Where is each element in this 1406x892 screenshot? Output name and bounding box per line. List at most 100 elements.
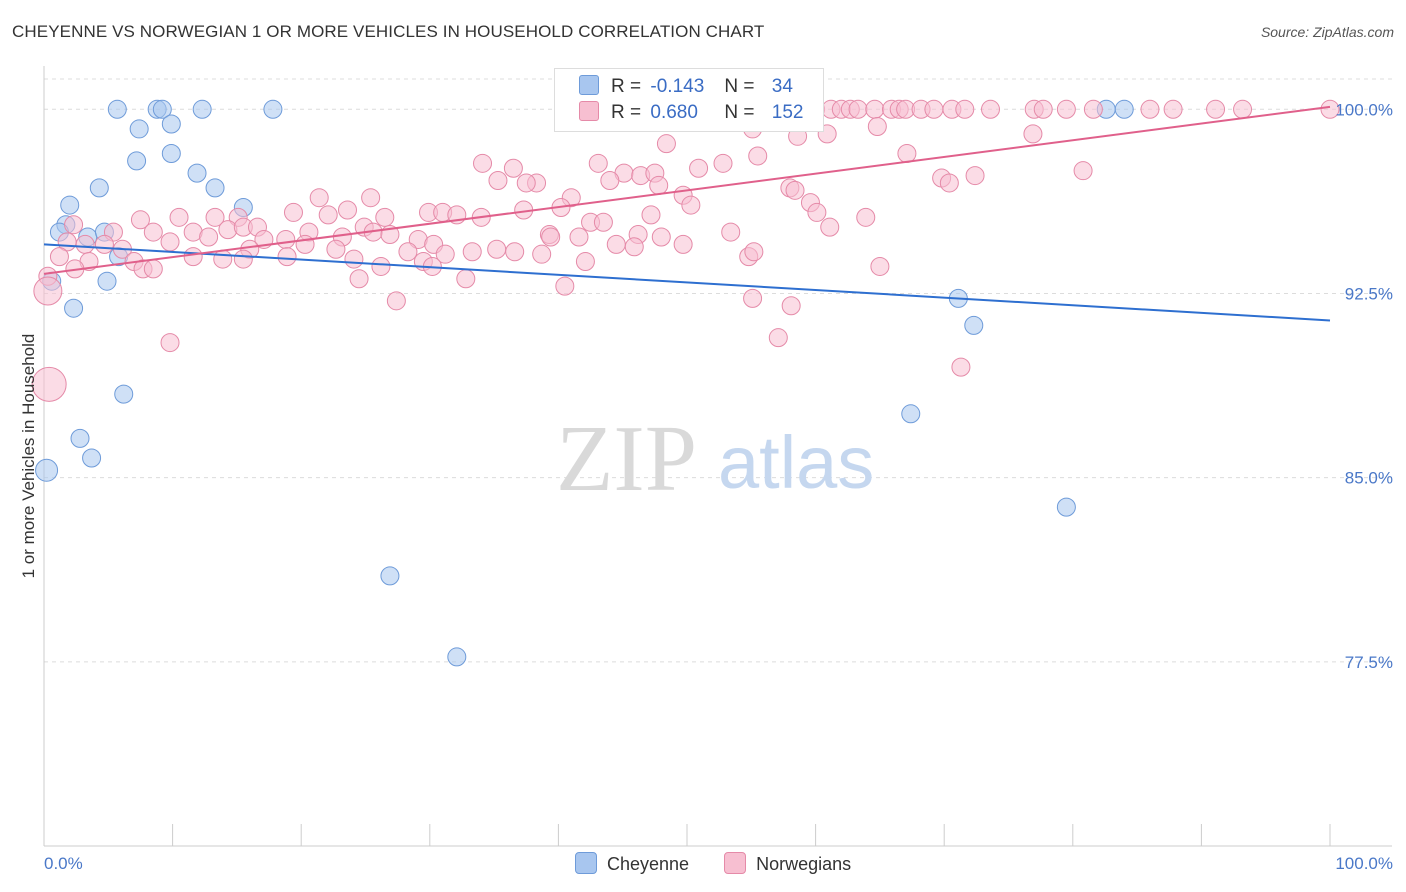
legend-n-label: N = xyxy=(724,76,755,97)
norwegians-point xyxy=(31,366,67,402)
cheyenne-point xyxy=(70,428,90,448)
cheyenne-point xyxy=(187,163,207,183)
cheyenne-trend-line xyxy=(43,243,1331,322)
cheyenne-point xyxy=(380,566,400,586)
norwegians-point xyxy=(1033,99,1053,119)
y-axis-title: 1 or more Vehicles in Household xyxy=(19,334,38,579)
legend-n-value: 152 xyxy=(771,102,804,123)
norwegians-point xyxy=(398,242,418,262)
watermark-zip: ZIP xyxy=(556,407,697,511)
norwegians-point xyxy=(361,188,381,208)
norwegians-point xyxy=(939,173,959,193)
norwegians-point xyxy=(516,173,536,193)
legend-n-label: N = xyxy=(724,102,755,123)
norwegians-point xyxy=(283,202,303,222)
norwegians-point xyxy=(1140,99,1160,119)
norwegians-point xyxy=(64,215,84,235)
norwegians-point xyxy=(649,175,669,195)
norwegians-point xyxy=(588,153,608,173)
legend-r-value: 0.680 xyxy=(650,102,698,123)
norwegians-point xyxy=(371,256,391,276)
cheyenne-point xyxy=(89,178,109,198)
legend-label-cheyenne: Cheyenne xyxy=(607,854,690,874)
cheyenne-point xyxy=(64,298,84,318)
norwegians-point xyxy=(624,237,644,257)
norwegians-point xyxy=(641,205,661,225)
norwegians-point xyxy=(505,242,525,262)
norwegians-point xyxy=(870,256,890,276)
norwegians-point xyxy=(326,239,346,259)
cheyenne-point xyxy=(901,404,921,424)
trend-lines xyxy=(43,105,1331,322)
norwegians-point xyxy=(456,269,476,289)
norwegians-point xyxy=(1163,99,1183,119)
y-tick-label: 77.5% xyxy=(1345,653,1393,672)
y-tick-label: 92.5% xyxy=(1345,284,1393,303)
norwegians-point xyxy=(344,249,364,269)
norwegians-point xyxy=(867,116,887,136)
norwegians-point xyxy=(183,247,203,267)
cheyenne-point xyxy=(127,151,147,171)
norwegians-point xyxy=(785,180,805,200)
y-tick-label: 85.0% xyxy=(1345,469,1393,488)
norwegians-point xyxy=(721,222,741,242)
cheyenne-point xyxy=(205,178,225,198)
norwegians-point xyxy=(606,234,626,254)
cheyenne-point xyxy=(964,315,984,335)
norwegians-point xyxy=(656,134,676,154)
norwegians-point xyxy=(160,232,180,252)
cheyenne-point xyxy=(161,114,181,134)
cheyenne-point xyxy=(447,647,467,667)
norwegians-point xyxy=(1056,99,1076,119)
norwegians-point xyxy=(33,276,63,306)
norwegians-point xyxy=(865,99,885,119)
norwegians-point xyxy=(651,227,671,247)
norwegians-point xyxy=(349,269,369,289)
norwegians-point xyxy=(143,222,163,242)
norwegians-point xyxy=(94,234,114,254)
norwegians-point xyxy=(503,158,523,178)
cheyenne-point xyxy=(97,271,117,291)
norwegians-point xyxy=(713,153,733,173)
legend-swatch-cheyenne xyxy=(575,852,597,874)
norwegians-point xyxy=(462,242,482,262)
norwegians-point xyxy=(49,247,69,267)
norwegians-point xyxy=(555,276,575,296)
legend-row-norwegians: R = 0.680 N = 152 xyxy=(579,101,803,125)
legend-swatch-norwegians xyxy=(724,852,747,874)
norwegians-point xyxy=(681,195,701,215)
legend-r-value: -0.143 xyxy=(650,76,705,97)
norwegians-point xyxy=(897,143,917,163)
norwegians-point xyxy=(205,207,225,227)
norwegians-point xyxy=(856,207,876,227)
norwegians-point xyxy=(1073,161,1093,181)
norwegians-point xyxy=(1083,99,1103,119)
norwegians-point xyxy=(532,244,552,264)
norwegians-point xyxy=(277,247,297,267)
norwegians-point xyxy=(473,153,493,173)
norwegians-point xyxy=(955,99,975,119)
norwegians-point xyxy=(924,99,944,119)
cheyenne-point xyxy=(107,99,127,119)
norwegians-point xyxy=(130,210,150,230)
norwegians-point xyxy=(199,227,219,247)
cheyenne-point xyxy=(114,384,134,404)
norwegians-point xyxy=(309,188,329,208)
norwegians-point xyxy=(673,234,693,254)
norwegians-point xyxy=(743,288,763,308)
norwegians-point xyxy=(318,205,338,225)
norwegians-point xyxy=(744,242,764,262)
cheyenne-point xyxy=(129,119,149,139)
legend-label-norwegians: Norwegians xyxy=(756,854,852,874)
legend-swatch-norwegians xyxy=(579,101,599,121)
legend-row-cheyenne: R = -0.143 N = 34 xyxy=(579,75,793,99)
norwegians-point xyxy=(569,227,589,247)
norwegians-point xyxy=(1023,124,1043,144)
norwegians-point xyxy=(276,229,296,249)
cheyenne-point xyxy=(82,448,102,468)
norwegians-point xyxy=(575,252,595,272)
legend-item-norwegians: Norwegians xyxy=(724,852,851,875)
norwegians-point xyxy=(768,328,788,348)
legend-swatch-cheyenne xyxy=(579,75,599,95)
